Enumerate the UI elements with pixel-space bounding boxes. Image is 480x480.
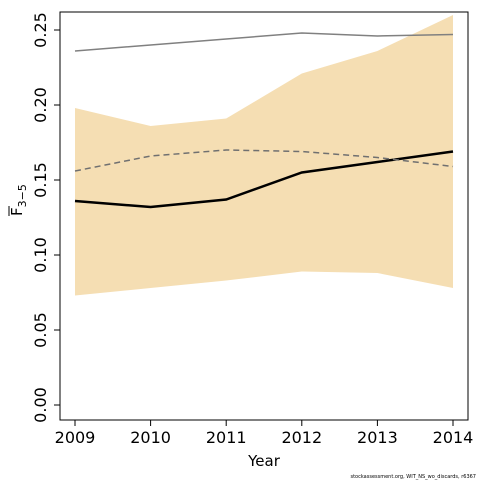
y-tick-label: 0.05 (31, 312, 50, 348)
y-tick-label: 0.20 (31, 87, 50, 123)
x-tick-label: 2009 (55, 428, 96, 447)
y-tick-label: 0.15 (31, 162, 50, 198)
x-tick-label: 2012 (281, 428, 322, 447)
confidence-band (75, 15, 453, 296)
series-line-upper-gray (74, 32, 454, 52)
y-axis-label-main: F (8, 207, 26, 216)
y-axis-label: F3−5 (8, 184, 29, 216)
y-axis-label-subscript: 3−5 (16, 184, 29, 207)
credit-text: stockassessment.org, WIT_NS_wo_discards,… (350, 474, 476, 480)
series-layer (74, 32, 454, 209)
x-tick-label: 2014 (433, 428, 474, 447)
x-tick-label: 2010 (130, 428, 171, 447)
confidence-band-layer (75, 15, 453, 296)
y-tick-label: 0.10 (31, 237, 50, 273)
x-axis: 2009 2010 2011 2012 2013 2014 (55, 419, 474, 447)
x-tick-label: 2011 (206, 428, 247, 447)
series-line-dashed (74, 149, 454, 172)
y-tick-label: 0.25 (31, 12, 50, 48)
svg-text:F3−5: F3−5 (8, 184, 29, 216)
x-tick-label: 2013 (357, 428, 398, 447)
y-axis: 0.00 0.05 0.10 0.15 0.20 0.25 (31, 12, 61, 423)
x-axis-label: Year (247, 452, 281, 470)
series-line-estimate (74, 150, 454, 209)
y-tick-label: 0.00 (31, 387, 50, 423)
